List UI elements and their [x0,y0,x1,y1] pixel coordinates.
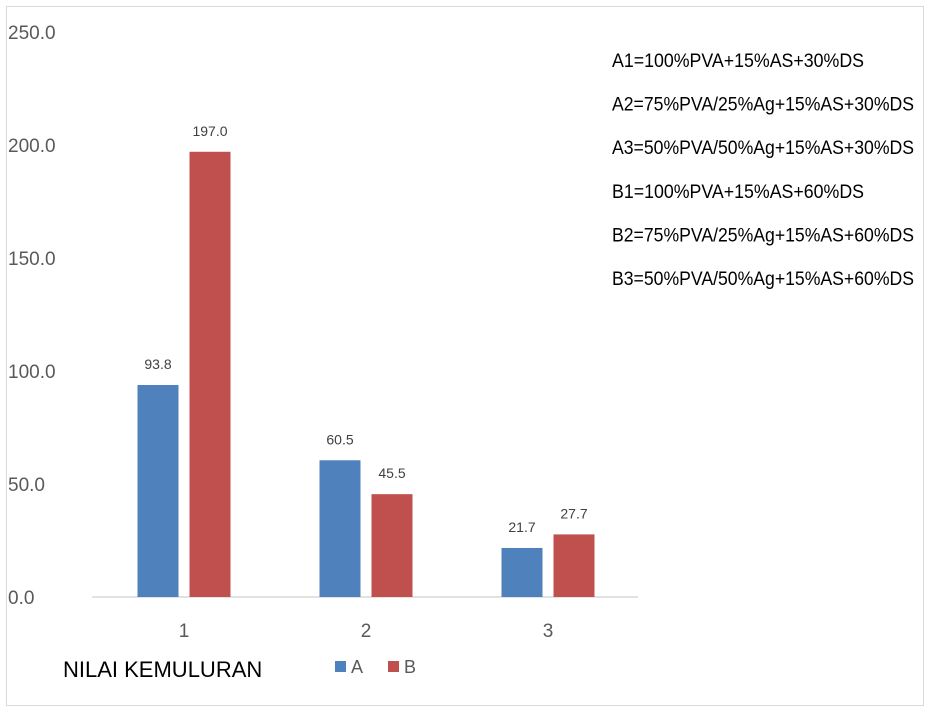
data-label: 60.5 [326,431,353,447]
bar-a-1 [137,385,179,597]
data-label: 21.7 [508,519,535,535]
y-tick-label: 100.0 [8,362,56,383]
bar-a-2 [319,460,361,597]
annotation-line: A2=75%PVA/25%Ag+15%AS+30%DS [612,95,914,116]
x-tick-label: 3 [543,621,554,642]
annotation-line: A1=100%PVA+15%AS+30%DS [612,51,864,72]
data-label: 93.8 [144,356,171,372]
annotations: A1=100%PVA+15%AS+30%DS A2=75%PVA/25%Ag+15… [612,51,914,290]
data-label: 27.7 [560,505,587,521]
annotation-line: A3=50%PVA/50%Ag+15%AS+30%DS [612,138,914,159]
bars [137,151,595,597]
legend-label-b: B [404,657,416,677]
x-axis-ticks: 1 2 3 [179,621,554,642]
y-tick-label: 200.0 [8,136,56,157]
x-tick-label: 1 [179,621,190,642]
y-tick-label: 150.0 [8,249,56,270]
y-axis-ticks: 0.0 50.0 100.0 150.0 200.0 250.0 [8,23,56,609]
y-tick-label: 250.0 [8,23,56,44]
legend-label-a: A [351,657,363,677]
annotation-line: B2=75%PVA/25%Ag+15%AS+60%DS [612,225,914,246]
bar-b-1 [189,151,231,597]
x-tick-label: 2 [361,621,372,642]
x-axis-title: NILAI KEMULURAN [63,657,262,682]
y-tick-label: 0.0 [8,588,34,609]
legend-swatch-b [388,661,399,672]
annotation-line: B1=100%PVA+15%AS+60%DS [612,182,864,203]
data-label: 45.5 [378,465,405,481]
y-tick-label: 50.0 [8,475,45,496]
bar-b-2 [371,494,413,597]
bar-b-3 [553,534,595,597]
annotation-line: B3=50%PVA/50%Ag+15%AS+60%DS [612,269,914,290]
data-label: 197.0 [192,123,227,139]
legend-swatch-a [335,661,346,672]
bar-a-3 [501,547,543,597]
data-labels: 93.8 197.0 60.5 45.5 21.7 27.7 [144,123,587,535]
